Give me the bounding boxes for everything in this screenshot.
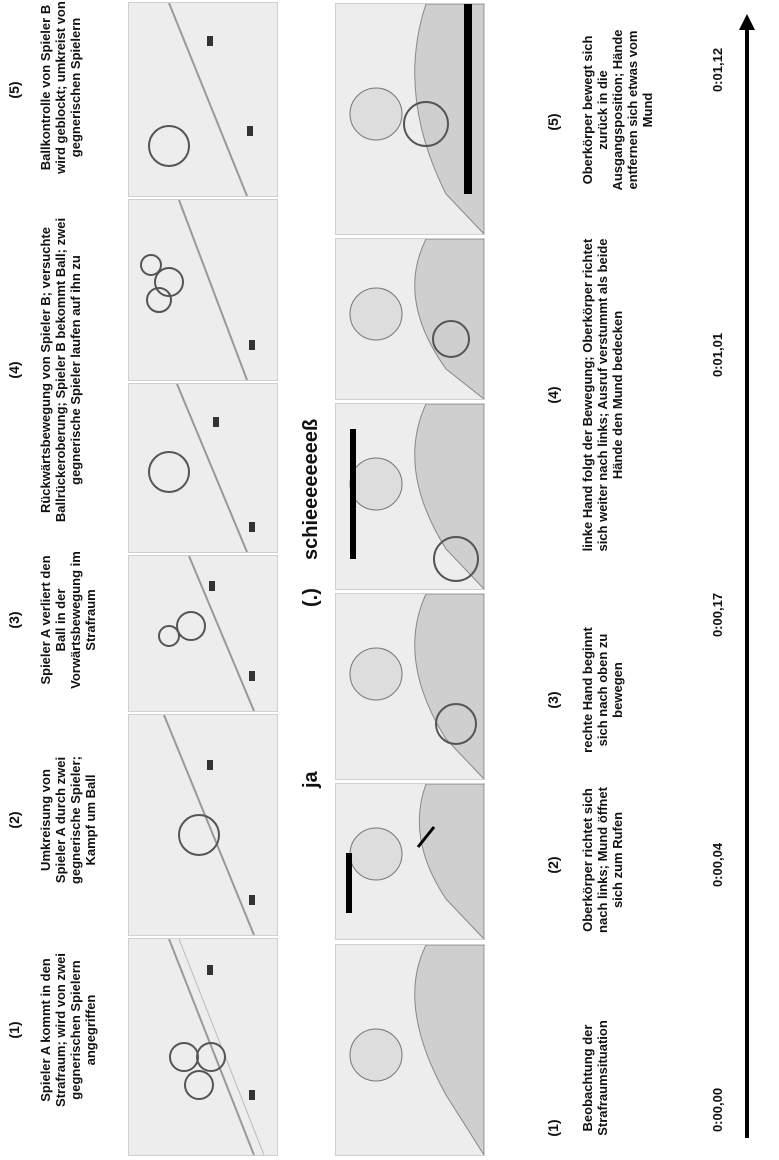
top-number-1: (1) bbox=[6, 1021, 22, 1039]
face-image-4a bbox=[335, 403, 485, 590]
timeline-axis bbox=[745, 28, 749, 1138]
face-image-2 bbox=[335, 783, 485, 940]
bottom-number-5: (5) bbox=[545, 113, 561, 131]
top-number-4: (4) bbox=[6, 361, 22, 379]
bottom-caption-1: Beobachtung der Strafraumsituation bbox=[580, 1020, 610, 1136]
timeline-label-4: 0:01,01 bbox=[710, 332, 725, 378]
timeline-label-3: 0:00,17 bbox=[710, 592, 725, 638]
top-caption-3: Spieler A verliert den Ball in der Vorwä… bbox=[38, 551, 98, 689]
bottom-caption-3: rechte Hand beginnt sich nach oben zu be… bbox=[580, 627, 625, 753]
soccer-image-4a bbox=[128, 383, 278, 553]
top-number-5: (5) bbox=[6, 81, 22, 99]
timeline-label-5: 0:01,12 bbox=[710, 47, 725, 93]
soccer-image-1 bbox=[128, 938, 278, 1156]
speech-pause: (.) bbox=[300, 588, 322, 607]
bottom-number-2: (2) bbox=[545, 856, 561, 874]
speech-word: schieeeeeeeeß bbox=[300, 418, 322, 560]
top-number-2: (2) bbox=[6, 811, 22, 829]
bottom-caption-4: linke Hand folgt der Bewegung; Oberkörpe… bbox=[580, 238, 625, 552]
soccer-image-4b bbox=[128, 199, 278, 381]
soccer-image-5 bbox=[128, 2, 278, 197]
top-caption-5: Ballkontrolle von Spieler B wird geblock… bbox=[38, 1, 83, 174]
bottom-number-3: (3) bbox=[545, 691, 561, 709]
speech-ja: ja bbox=[300, 771, 322, 788]
top-caption-4: Rückwärtsbewegung von Spieler B; versuch… bbox=[38, 217, 83, 523]
soccer-image-2 bbox=[128, 714, 278, 936]
face-image-4b bbox=[335, 238, 485, 400]
timeline-label-1: 0:00,00 bbox=[710, 1087, 725, 1133]
timeline-arrow-icon bbox=[739, 14, 755, 30]
face-image-1 bbox=[335, 944, 485, 1156]
face-image-3 bbox=[335, 593, 485, 780]
timeline-label-2: 0:00,04 bbox=[710, 842, 725, 888]
bottom-number-1: (1) bbox=[545, 1119, 561, 1137]
soccer-image-3 bbox=[128, 555, 278, 712]
top-number-3: (3) bbox=[6, 611, 22, 629]
bottom-number-4: (4) bbox=[545, 386, 561, 404]
bottom-caption-2: Oberkörper richtet sich nach links; Mund… bbox=[580, 787, 625, 933]
top-caption-1: Spieler A kommt in den Strafraum; wird v… bbox=[38, 953, 98, 1107]
top-caption-2: Umkreisung von Spieler A durch zwei gegn… bbox=[38, 756, 98, 884]
face-image-5 bbox=[335, 3, 485, 235]
bottom-caption-5: Oberkörper bewegt sich zurück in die Aus… bbox=[580, 29, 655, 191]
